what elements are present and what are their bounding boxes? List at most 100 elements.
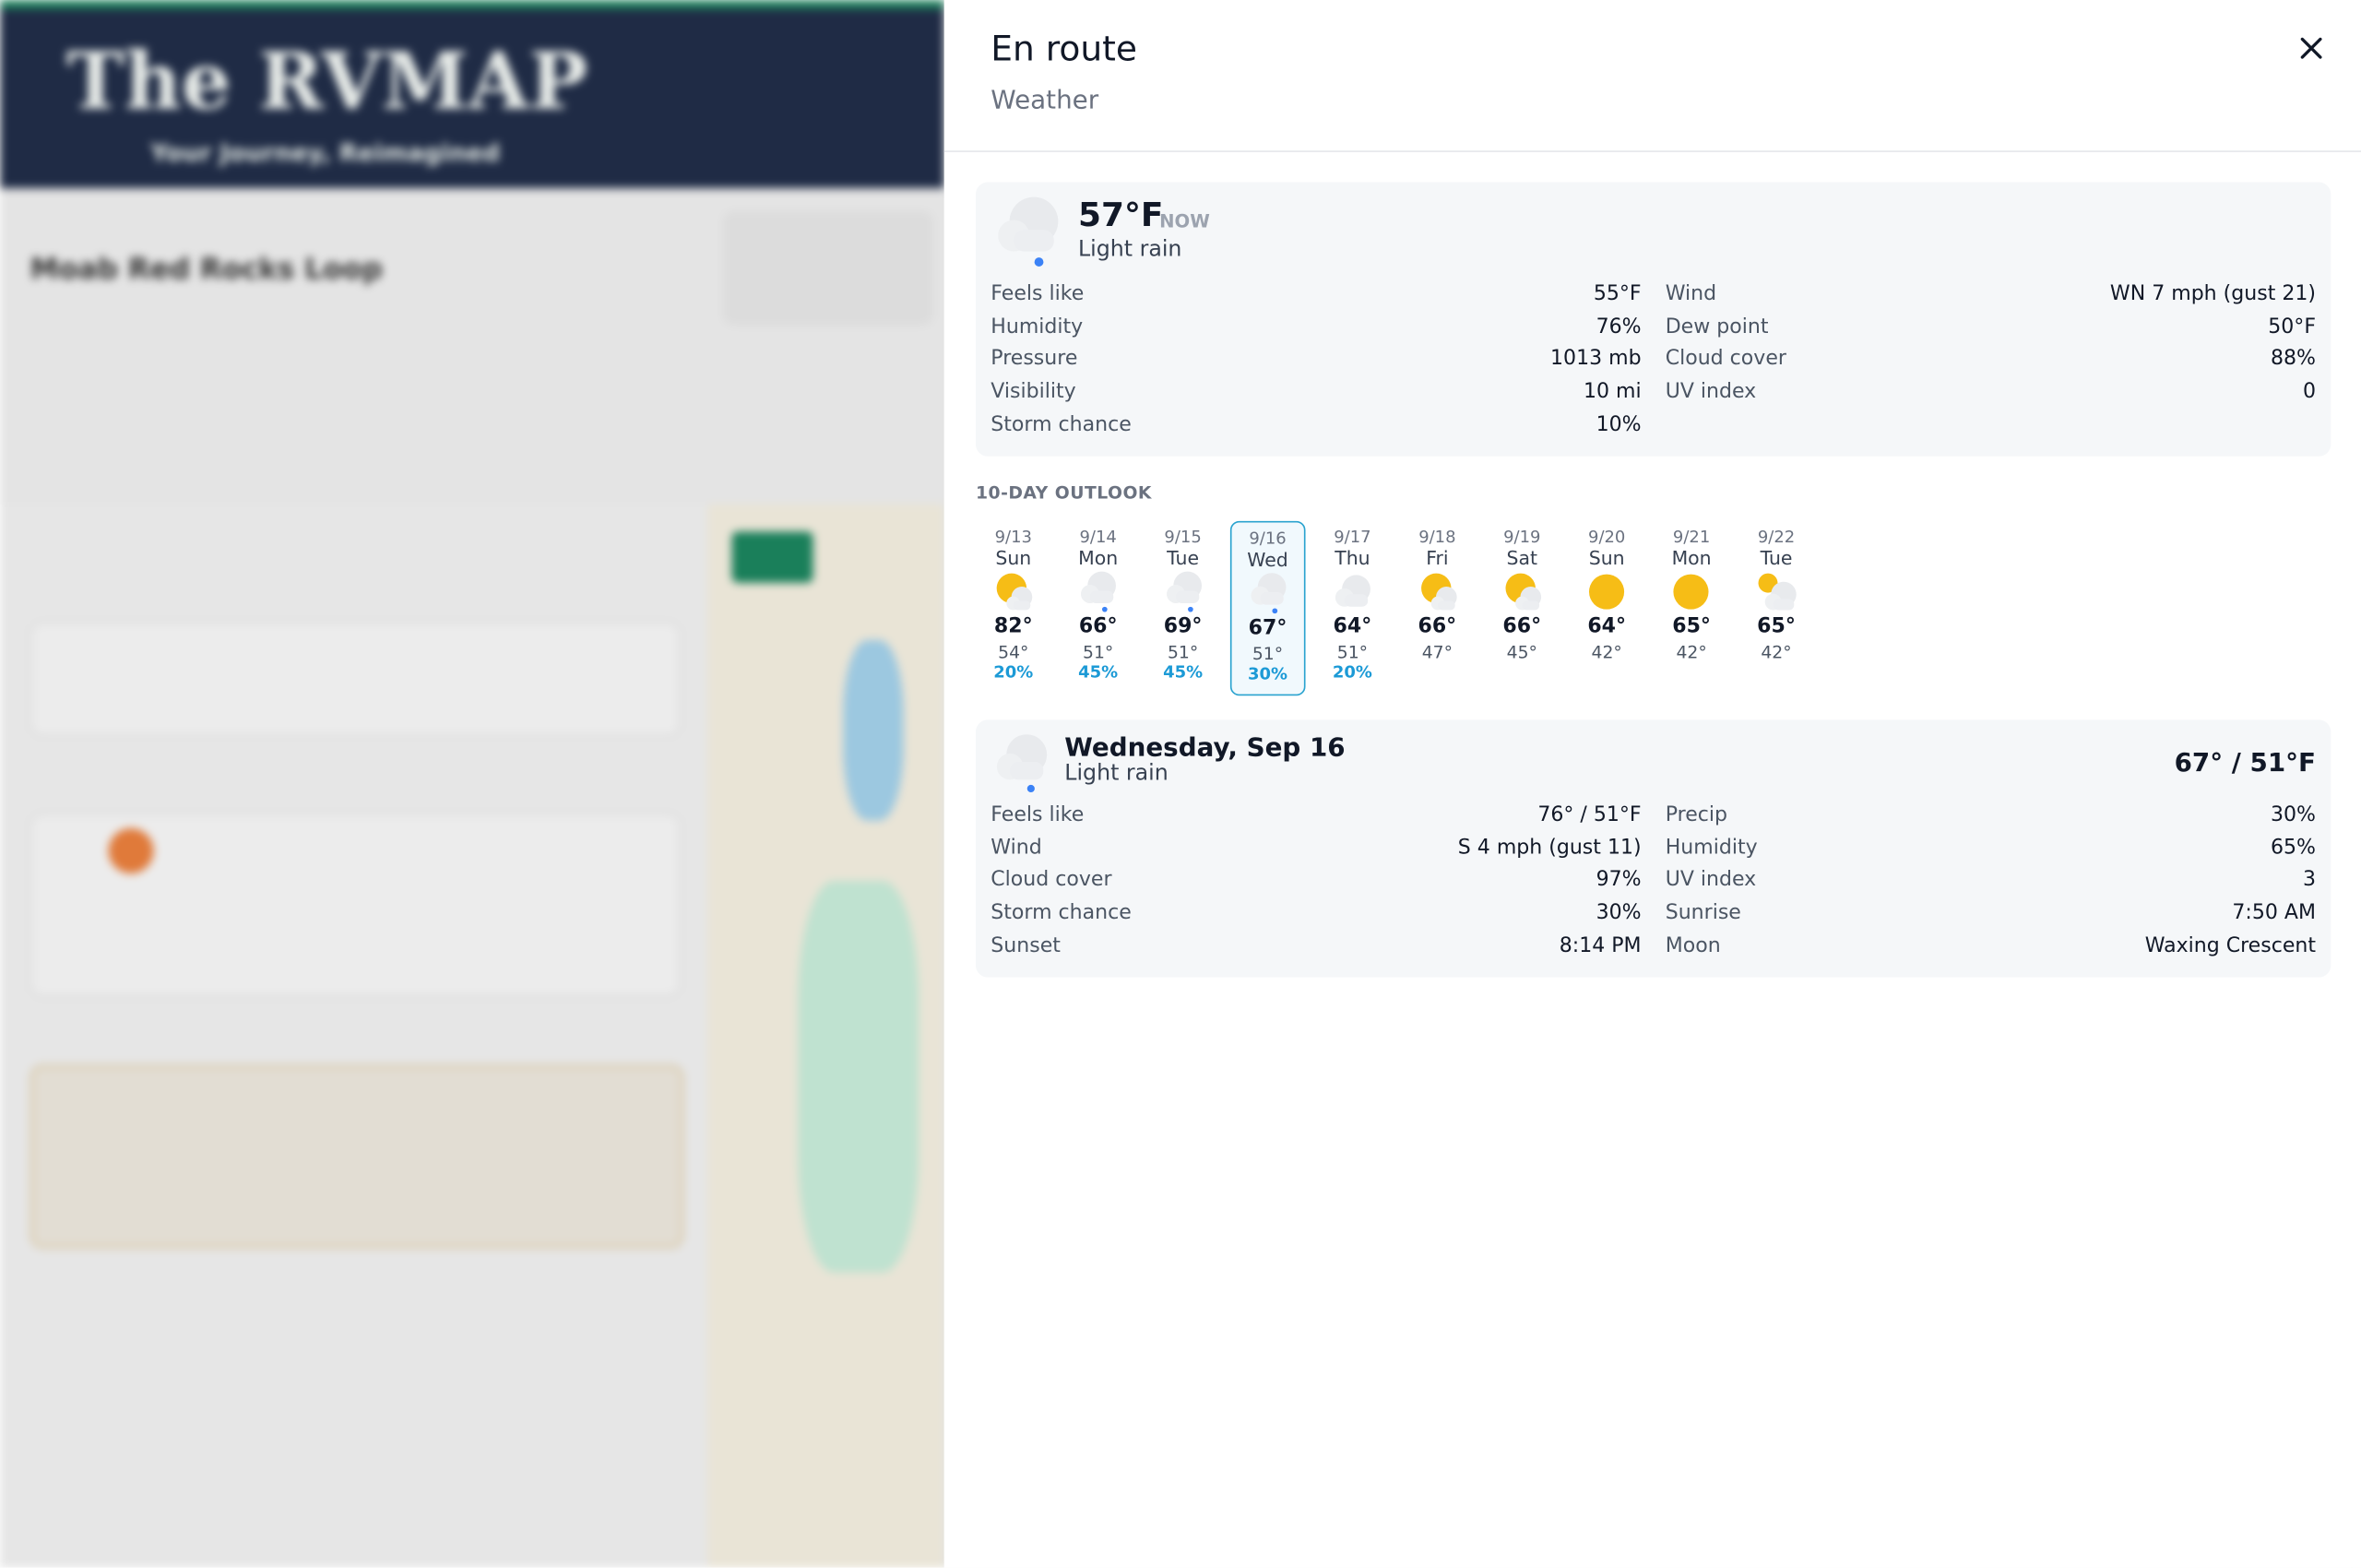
detail-label: Humidity	[1665, 835, 1758, 860]
detail-row: Cloud cover 88%	[1666, 344, 2316, 376]
sun	[1674, 574, 1710, 610]
day-high: 82°	[993, 614, 1033, 639]
day-column[interactable]: 9/16 Wed 67° 51° 30%	[1229, 520, 1306, 696]
logo: The RVMAP	[65, 36, 588, 128]
cloud	[996, 734, 1048, 780]
icon-slot	[991, 733, 1050, 800]
day-column[interactable]: 9/21 Mon 65° 42°	[1654, 521, 1729, 695]
day-precip: 30%	[1248, 664, 1288, 684]
detail-value: 8:14 PM	[1559, 932, 1642, 957]
day-column[interactable]: 9/22 Tue 65° 42°	[1738, 521, 1814, 695]
detail-label: Sunrise	[1665, 900, 1741, 925]
detail-value: 10%	[1596, 411, 1642, 437]
detail-label: Feels like	[991, 281, 1085, 306]
detail-row: Visibility 10 mi	[991, 376, 1641, 409]
rain-drop	[1272, 608, 1277, 614]
header: The RVMAP Your Journey, Reimagined	[0, 8, 944, 189]
day-precip: 45%	[1163, 662, 1204, 683]
day-date: 9/20	[1588, 527, 1626, 547]
weather-icon	[1166, 571, 1202, 612]
weather-icon	[996, 734, 1048, 793]
detail-label: Humidity	[991, 314, 1084, 339]
day-high: 65°	[1672, 614, 1711, 639]
close-button[interactable]	[2296, 33, 2327, 64]
detail-row: Storm chance 30%	[991, 897, 1641, 930]
day-low: 42°	[1676, 641, 1707, 663]
day-low: 51°	[1083, 641, 1114, 663]
day-date: 9/17	[1334, 527, 1371, 547]
day-name: Mon	[1671, 546, 1712, 570]
detail-value: 0	[2302, 379, 2317, 404]
icon-slot	[1231, 572, 1303, 614]
day-column[interactable]: 9/14 Mon 66° 51° 45%	[1061, 521, 1136, 695]
detail-label: Storm chance	[991, 900, 1132, 925]
cloud	[1166, 571, 1202, 603]
day-column[interactable]: 9/20 Sun 64° 42°	[1569, 521, 1644, 695]
top-bar	[0, 0, 944, 9]
cloud-base	[1345, 594, 1369, 607]
current-temp: 57°F	[1077, 196, 1164, 235]
day-date: 9/19	[1503, 527, 1541, 547]
detail-row: Storm chance 10%	[991, 410, 1641, 442]
map-toggle	[731, 531, 813, 583]
detail-row: Feels like 76° / 51°F	[991, 800, 1641, 832]
day-date: 9/22	[1757, 527, 1796, 547]
detail-value: 3	[2302, 868, 2317, 893]
day-name: Wed	[1247, 548, 1288, 571]
detail-label: Cloud cover	[991, 868, 1112, 893]
tagline: Your Journey, Reimagined	[150, 138, 501, 168]
detail-value: 30%	[2271, 802, 2317, 827]
cloud-base	[1175, 590, 1199, 603]
details-column: Feels like 76° / 51°F Wind S 4 mph (gust 11…	[991, 800, 1641, 963]
weather-icon	[1335, 575, 1371, 607]
details-column: Feels like 55°F Humidity 76% Pressure 1013 mb…	[991, 279, 1641, 442]
sidebar	[0, 504, 708, 1568]
detail-row: Wind S 4 mph (gust 11)	[991, 832, 1641, 864]
day-column[interactable]: 9/15 Tue 69° 51° 45%	[1145, 521, 1221, 695]
day-column[interactable]: 9/13 Sun 82° 54° 20%	[976, 521, 1051, 695]
day-high: 67°	[1248, 615, 1287, 640]
cloud	[1251, 573, 1287, 605]
weather-panel: En route Weather 57°F NOW Light rain Fee…	[943, 0, 2361, 1568]
divider	[943, 150, 2361, 152]
detail-label: Cloud cover	[1665, 347, 1786, 372]
cloud	[1430, 587, 1456, 611]
detail-label: Dew point	[1665, 314, 1769, 339]
detail-value: 30%	[1596, 900, 1642, 925]
day-low: 54°	[998, 641, 1029, 663]
weather-icon	[1758, 573, 1797, 611]
icon-slot	[1061, 571, 1136, 613]
day-low: 51°	[1252, 643, 1284, 664]
day-high: 69°	[1163, 614, 1203, 639]
detail-value: 55°F	[1593, 281, 1642, 306]
weather-icon	[1420, 573, 1456, 611]
map	[707, 504, 944, 1568]
trip-name: Moab Red Rocks Loop	[30, 253, 383, 287]
day-column[interactable]: 9/19 Sat 66° 45°	[1484, 521, 1560, 695]
rain-drop	[1026, 784, 1035, 793]
cloud-base	[1522, 600, 1539, 611]
day-date: 9/14	[1079, 527, 1117, 547]
detail-row: UV index 3	[1666, 865, 2316, 897]
detail-row: Moon Waxing Crescent	[1666, 931, 2316, 963]
day-column[interactable]: 9/17 Thu 64° 51° 20%	[1315, 521, 1391, 695]
panel-title: En route	[991, 30, 1137, 70]
detail-value: 10 mi	[1583, 379, 1642, 404]
icon-slot	[1654, 571, 1729, 613]
day-low: 51°	[1336, 641, 1369, 663]
detail-value: 97%	[1596, 868, 1642, 893]
icon-slot	[1484, 571, 1560, 613]
detail-row: Feels like 55°F	[991, 279, 1641, 311]
stop-marker	[108, 827, 154, 873]
rain-drop	[1102, 606, 1109, 612]
cloud-base	[1013, 600, 1031, 611]
icon-slot	[1400, 571, 1476, 613]
day-column[interactable]: 9/18 Fri 66° 47°	[1400, 521, 1476, 695]
day-precip: 20%	[993, 662, 1034, 683]
detail-card: Wednesday, Sep 16 Light rain 67° / 51°F …	[975, 719, 2331, 979]
weather-icon	[1589, 574, 1625, 610]
day-high: 66°	[1502, 614, 1542, 639]
detail-value: 76° / 51°F	[1537, 802, 1642, 827]
rain-drop	[1187, 606, 1193, 612]
outlook-title: 10-DAY OUTLOOK	[975, 481, 1152, 504]
